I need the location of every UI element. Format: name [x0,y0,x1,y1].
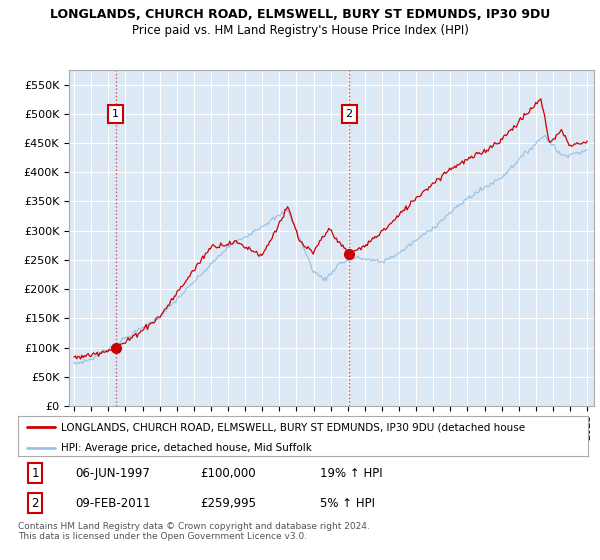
Text: 2: 2 [346,109,353,119]
Text: LONGLANDS, CHURCH ROAD, ELMSWELL, BURY ST EDMUNDS, IP30 9DU (detached house: LONGLANDS, CHURCH ROAD, ELMSWELL, BURY S… [61,422,525,432]
Text: £100,000: £100,000 [200,467,256,480]
Text: Contains HM Land Registry data © Crown copyright and database right 2024.
This d: Contains HM Land Registry data © Crown c… [18,522,370,542]
Text: 1: 1 [112,109,119,119]
Text: 06-JUN-1997: 06-JUN-1997 [75,467,150,480]
Text: 19% ↑ HPI: 19% ↑ HPI [320,467,383,480]
Text: LONGLANDS, CHURCH ROAD, ELMSWELL, BURY ST EDMUNDS, IP30 9DU: LONGLANDS, CHURCH ROAD, ELMSWELL, BURY S… [50,8,550,21]
Text: £259,995: £259,995 [200,497,256,510]
Text: 2: 2 [31,497,39,510]
Text: HPI: Average price, detached house, Mid Suffolk: HPI: Average price, detached house, Mid … [61,442,311,452]
Text: 09-FEB-2011: 09-FEB-2011 [75,497,151,510]
Text: 1: 1 [31,467,39,480]
Text: 5% ↑ HPI: 5% ↑ HPI [320,497,375,510]
Text: Price paid vs. HM Land Registry's House Price Index (HPI): Price paid vs. HM Land Registry's House … [131,24,469,37]
